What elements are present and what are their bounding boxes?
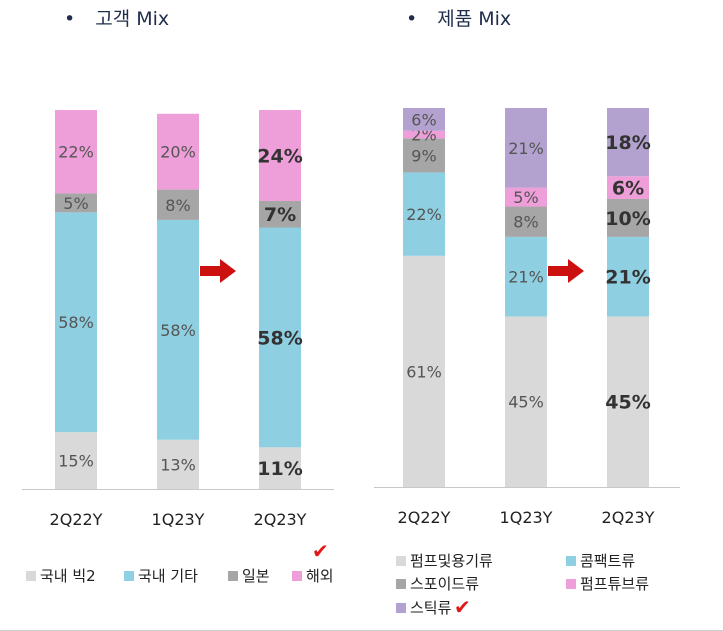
product-highlight-arrow-icon xyxy=(548,259,584,283)
left-panel-title: • 고객 Mix xyxy=(64,4,169,31)
customer-bar-2Q23Y-s2 xyxy=(259,200,301,228)
customer-bar-2Q23Y-s1 xyxy=(259,227,301,448)
customer-data-label: 24% xyxy=(257,145,302,167)
legend-swatch xyxy=(566,578,576,589)
product-data-label: 18% xyxy=(605,132,650,154)
legend-item: 국내 기타 xyxy=(124,565,198,586)
legend-label: 스포이드류 xyxy=(410,575,480,593)
product-bar-1Q23Y-s0 xyxy=(505,316,547,487)
legend-item: 스틱류 xyxy=(396,597,451,618)
customer-bar-1Q23Y-s3 xyxy=(157,113,199,190)
customer-bar-1Q23Y-s2 xyxy=(157,189,199,220)
product-bar-2Q22Y-s4 xyxy=(403,108,445,131)
legend-label: 펌프및용기류 xyxy=(410,552,493,570)
customer-category-label: 2Q23Y xyxy=(254,510,307,529)
customer-bar-2Q22Y-s1 xyxy=(55,212,97,433)
product-bar-2Q23Y-s0 xyxy=(607,316,649,487)
customer-highlight-arrow-icon xyxy=(200,259,236,283)
legend-item: 일본 xyxy=(228,565,270,586)
product-bar-2Q23Y-s1 xyxy=(607,236,649,317)
product-bar-2Q23Y-s2 xyxy=(607,198,649,237)
legend-label: 국내 빅2 xyxy=(40,567,96,585)
bullet: • xyxy=(406,8,418,30)
customer-data-label: 13% xyxy=(160,455,196,474)
legend-swatch xyxy=(292,570,302,581)
customer-category-label: 1Q23Y xyxy=(152,510,205,529)
customer-bar-2Q22Y-s3 xyxy=(55,110,97,194)
customer-data-label: 58% xyxy=(58,313,94,332)
legend-swatch xyxy=(396,555,406,566)
legend-swatch xyxy=(228,570,238,581)
product-data-label: 6% xyxy=(411,110,436,129)
product-bar-2Q22Y-s3 xyxy=(403,130,445,139)
legend-label: 콤팩트류 xyxy=(580,552,636,570)
customer-data-label: 11% xyxy=(257,458,302,480)
product-data-label: 10% xyxy=(605,208,650,230)
product-data-label: 8% xyxy=(513,213,538,232)
customer-data-label: 8% xyxy=(165,196,190,215)
check-mark-icon: ✔ xyxy=(312,539,329,563)
customer-bar-2Q22Y-s0 xyxy=(55,432,97,489)
product-data-label: 45% xyxy=(508,393,544,412)
legend-label: 스틱류 xyxy=(410,599,452,617)
customer-bar-2Q22Y-s2 xyxy=(55,193,97,213)
product-data-label: 21% xyxy=(508,139,544,158)
customer-bar-1Q23Y-s0 xyxy=(157,439,199,489)
legend-label: 국내 기타 xyxy=(138,567,198,585)
customer-data-label: 58% xyxy=(257,327,302,349)
legend-item: 스포이드류 xyxy=(396,573,479,594)
product-bar-1Q23Y-s2 xyxy=(505,206,547,237)
product-data-label: 22% xyxy=(406,205,442,224)
legend-swatch xyxy=(566,555,576,566)
product-data-label: 5% xyxy=(513,188,538,207)
customer-data-label: 20% xyxy=(160,143,196,162)
legend-swatch xyxy=(396,602,406,613)
product-category-label: 1Q23Y xyxy=(500,508,553,527)
customer-category-label: 2Q22Y xyxy=(50,510,103,529)
product-data-label: 21% xyxy=(508,268,544,287)
legend-swatch xyxy=(396,578,406,589)
product-category-label: 2Q22Y xyxy=(398,508,451,527)
right-title-text: 제품 Mix xyxy=(437,8,512,30)
customer-data-label: 15% xyxy=(58,452,94,471)
customer-data-label: 22% xyxy=(58,143,94,162)
customer-data-label: 5% xyxy=(63,194,88,213)
legend-item: 펌프및용기류 xyxy=(396,550,493,571)
product-bar-1Q23Y-s4 xyxy=(505,108,547,188)
product-data-label: 9% xyxy=(411,146,436,165)
legend-swatch xyxy=(26,570,36,581)
legend-item: 국내 빅2 xyxy=(26,565,96,586)
product-bar-2Q22Y-s1 xyxy=(403,172,445,256)
customer-bar-2Q23Y-s0 xyxy=(259,447,301,489)
legend-item: 펌프튜브류 xyxy=(566,573,649,594)
legend-item: 콤팩트류 xyxy=(566,550,635,571)
customer-bar-2Q23Y-s3 xyxy=(259,110,301,201)
left-title-text: 고객 Mix xyxy=(95,8,170,30)
customer-data-label: 58% xyxy=(160,321,196,340)
product-bar-1Q23Y-s3 xyxy=(505,187,547,207)
product-bar-1Q23Y-s1 xyxy=(505,236,547,317)
bullet: • xyxy=(64,8,76,30)
legend-item: 해외 xyxy=(292,565,334,586)
right-panel-title: • 제품 Mix xyxy=(406,4,511,31)
product-data-label: 61% xyxy=(406,362,442,381)
product-data-label: 21% xyxy=(605,267,650,289)
product-bar-2Q22Y-s0 xyxy=(403,255,445,487)
product-data-label: 45% xyxy=(605,392,650,414)
legend-swatch xyxy=(124,570,134,581)
product-bar-2Q22Y-s2 xyxy=(403,138,445,173)
legend-label: 해외 xyxy=(306,567,334,585)
product-data-label: 6% xyxy=(612,178,644,200)
customer-bar-1Q23Y-s1 xyxy=(157,219,199,440)
product-category-label: 2Q23Y xyxy=(602,508,655,527)
legend-label: 펌프튜브류 xyxy=(580,575,650,593)
check-mark-icon: ✔ xyxy=(454,595,471,619)
customer-data-label: 7% xyxy=(264,204,296,226)
product-bar-2Q23Y-s3 xyxy=(607,176,649,199)
product-bar-2Q23Y-s4 xyxy=(607,108,649,177)
legend-label: 일본 xyxy=(242,567,270,585)
